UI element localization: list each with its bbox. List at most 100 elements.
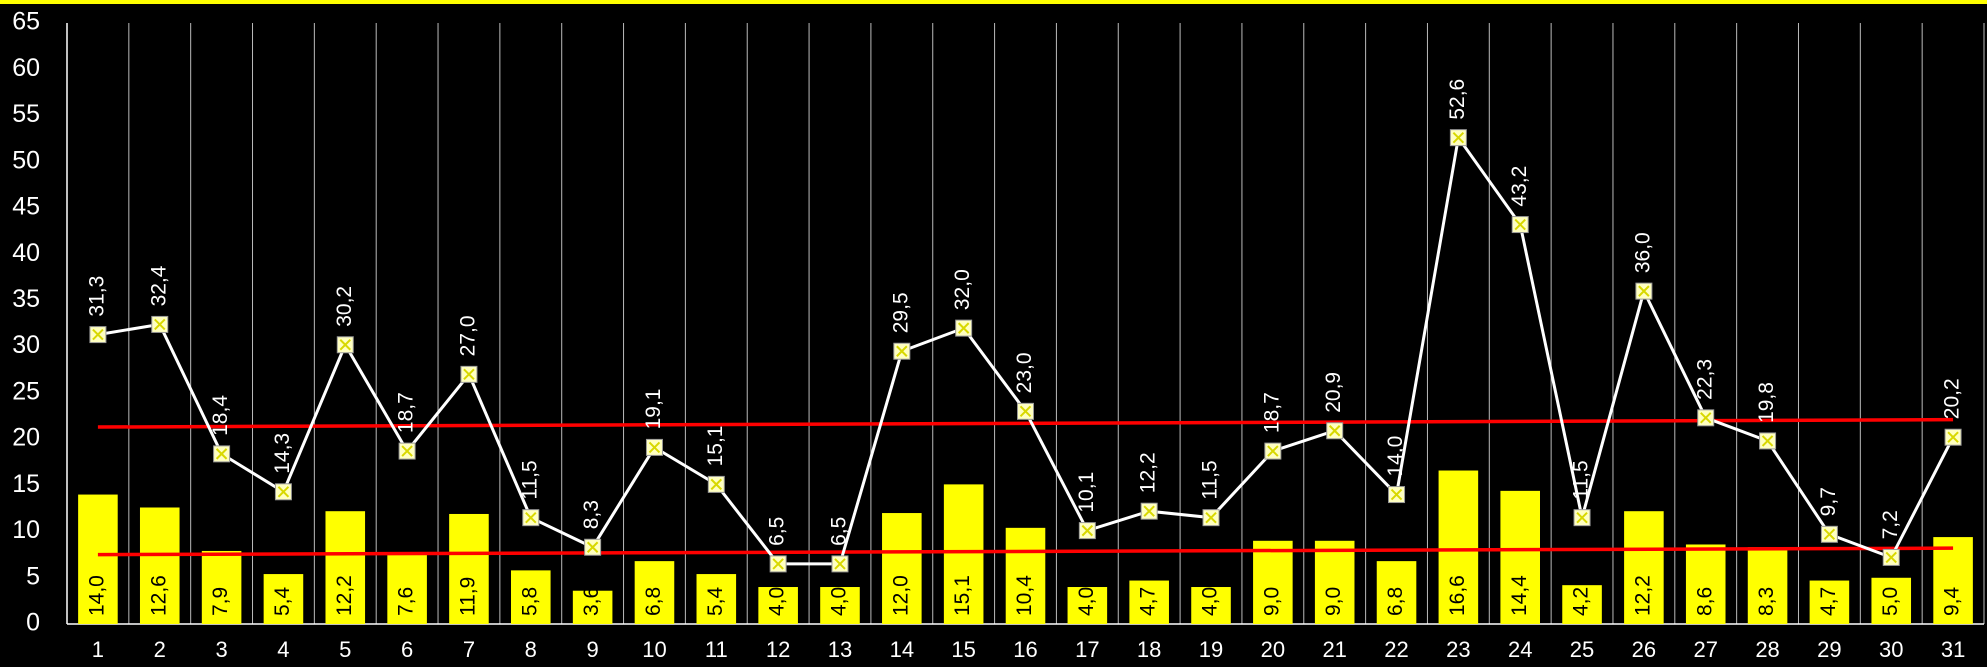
bar xyxy=(78,494,118,624)
marker-cross xyxy=(1267,445,1279,457)
x-tick-label: 28 xyxy=(1755,637,1779,662)
bar-value-label: 6,8 xyxy=(1384,587,1407,616)
line-value-label: 11,5 xyxy=(1570,460,1593,499)
line-value-label: 9,7 xyxy=(1817,487,1840,516)
line-value-label: 19,8 xyxy=(1755,382,1778,423)
bar xyxy=(511,570,551,624)
marker-cross xyxy=(92,328,104,341)
y-tick-label: 5 xyxy=(26,562,40,590)
bar xyxy=(201,550,242,624)
marker-cross xyxy=(896,345,908,357)
x-tick-label: 15 xyxy=(951,637,975,662)
x-tick-label: 5 xyxy=(339,637,351,662)
line-value-label: 11,5 xyxy=(1199,460,1222,499)
bar-value-label: 4,0 xyxy=(828,587,851,616)
line-value-label: 14,3 xyxy=(271,433,294,474)
trend-line xyxy=(97,546,1954,557)
y-tick-label: 0 xyxy=(26,609,40,637)
line-value-label: 31,3 xyxy=(85,276,108,317)
bar xyxy=(1871,577,1912,624)
marker-cross xyxy=(710,478,723,491)
line-value-label: 27,0 xyxy=(456,315,479,356)
bar xyxy=(882,513,922,624)
x-tick-label: 10 xyxy=(642,637,666,662)
top-border xyxy=(0,0,1987,4)
line-value-label: 20,2 xyxy=(1941,378,1964,419)
bar-value-label: 7,6 xyxy=(395,587,418,616)
x-tick-label: 14 xyxy=(890,637,914,662)
x-tick-label: 29 xyxy=(1817,637,1841,662)
y-tick-label: 25 xyxy=(12,377,40,405)
x-tick-label: 30 xyxy=(1879,637,1903,662)
bar-value-label: 7,9 xyxy=(209,587,232,616)
bar xyxy=(1562,585,1602,624)
bar-value-label: 4,0 xyxy=(1075,587,1098,616)
marker-cross xyxy=(1823,528,1836,541)
marker-cross xyxy=(1205,511,1217,524)
x-tick-label: 12 xyxy=(766,637,790,662)
line-value-label: 43,2 xyxy=(1508,166,1531,207)
marker-cross xyxy=(1638,285,1650,297)
marker-cross xyxy=(1761,435,1774,447)
line-value-label: 18,7 xyxy=(1260,392,1283,433)
bar xyxy=(1129,580,1169,624)
line-value-label: 14,0 xyxy=(1384,436,1407,477)
bar xyxy=(1067,587,1108,624)
bar xyxy=(325,511,366,624)
bar-value-label: 4,2 xyxy=(1570,587,1593,616)
line-value-label: 32,4 xyxy=(147,265,170,306)
bar-value-label: 4,7 xyxy=(1137,587,1160,616)
x-tick-label: 16 xyxy=(1013,637,1037,662)
bar xyxy=(1314,540,1355,624)
marker-cross xyxy=(1576,511,1588,524)
bar-value-label: 5,4 xyxy=(271,586,294,616)
bar xyxy=(943,484,984,624)
bar xyxy=(572,590,613,624)
line-value-label: 18,4 xyxy=(209,395,232,436)
marker-cross xyxy=(586,541,599,553)
bar xyxy=(1809,580,1850,624)
line-value-label: 23,0 xyxy=(1013,352,1036,393)
bar-value-label: 9,0 xyxy=(1260,587,1283,616)
bar xyxy=(820,587,860,624)
line-value-label: 6,5 xyxy=(766,517,789,546)
x-tick-label: 9 xyxy=(587,637,599,662)
bar xyxy=(1005,527,1046,624)
x-tick-label: 19 xyxy=(1199,637,1223,662)
bar-value-label: 5,8 xyxy=(518,587,541,616)
bar-value-label: 5,4 xyxy=(704,586,727,616)
x-tick-label: 21 xyxy=(1322,637,1346,662)
x-tick-label: 3 xyxy=(215,637,227,662)
marker-cross xyxy=(1081,524,1094,537)
x-tick-label: 27 xyxy=(1693,637,1717,662)
bar xyxy=(1500,490,1540,624)
line-value-label: 6,5 xyxy=(828,517,851,546)
marker-cross xyxy=(1700,412,1712,424)
bar-value-label: 4,0 xyxy=(1199,587,1222,616)
bar xyxy=(696,574,737,624)
x-tick-label: 11 xyxy=(705,637,728,662)
marker-cross xyxy=(1143,505,1155,517)
bar xyxy=(1438,470,1479,624)
y-tick-label: 30 xyxy=(12,331,40,359)
marker-cross xyxy=(339,339,351,351)
x-tick-label: 25 xyxy=(1570,637,1594,662)
line-value-label: 22,3 xyxy=(1693,359,1716,400)
marker-cross xyxy=(1947,431,1959,443)
line-value-label: 29,5 xyxy=(889,292,912,333)
line-value-label: 18,7 xyxy=(395,392,418,433)
bar xyxy=(387,553,427,624)
bar-value-label: 9,4 xyxy=(1941,586,1964,616)
bar xyxy=(1933,537,1973,624)
bar-value-label: 11,9 xyxy=(456,577,479,616)
bar xyxy=(1747,547,1788,624)
bar xyxy=(139,507,180,624)
line-value-label: 7,2 xyxy=(1879,510,1902,539)
bar-value-label: 14,4 xyxy=(1508,575,1531,616)
line-value-label: 52,6 xyxy=(1446,79,1469,120)
bar-value-label: 8,6 xyxy=(1693,587,1716,616)
marker-cross xyxy=(1885,551,1897,564)
bar xyxy=(263,574,304,624)
x-tick-label: 26 xyxy=(1632,637,1656,662)
